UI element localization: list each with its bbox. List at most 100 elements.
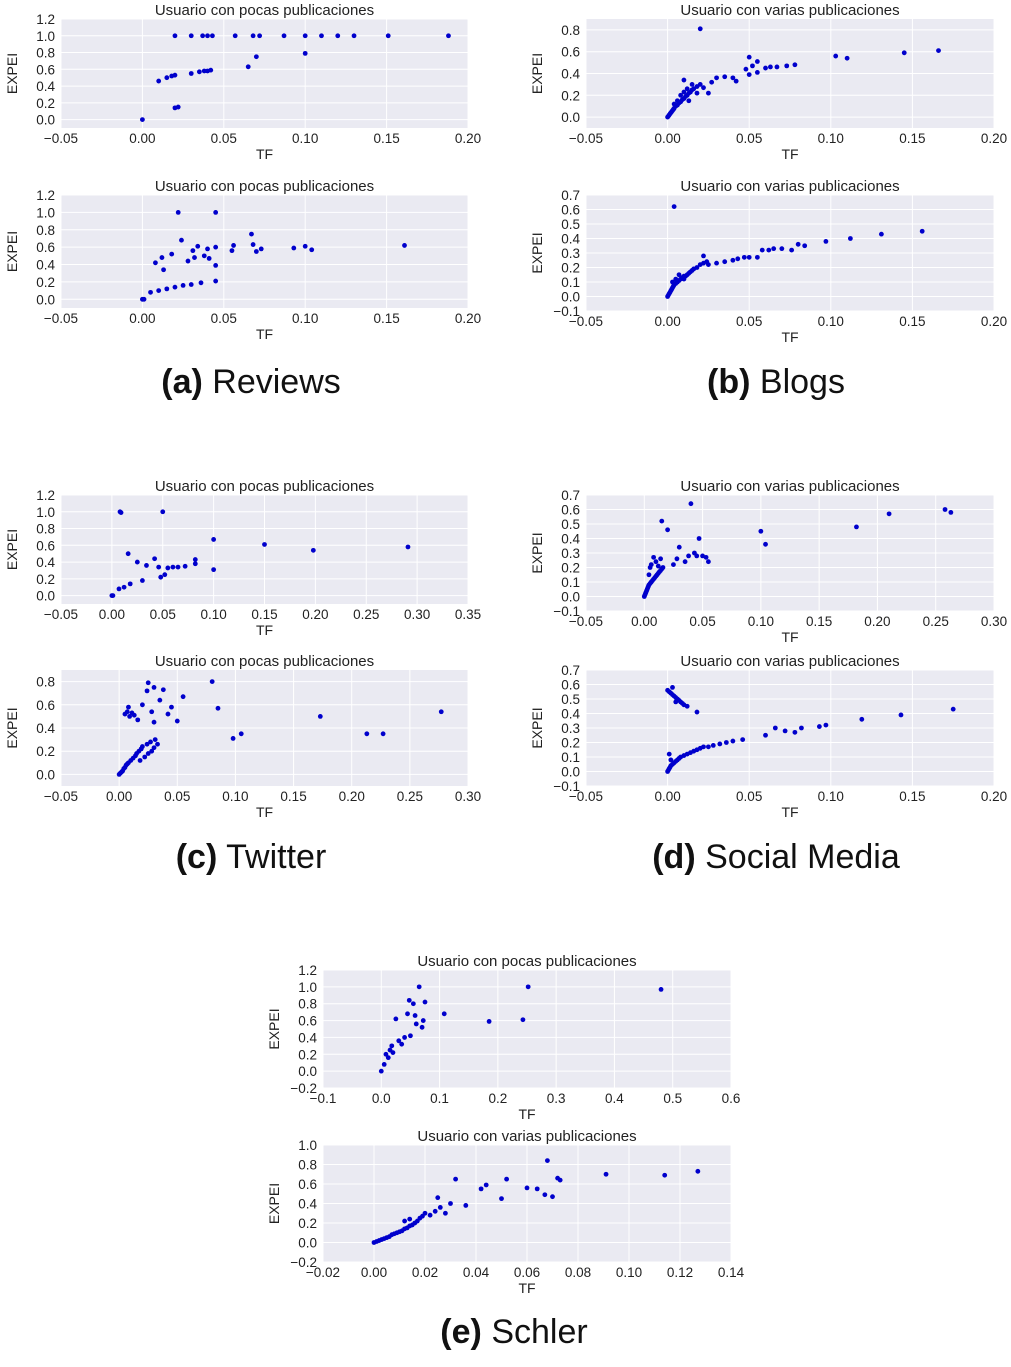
data-point	[463, 1203, 469, 1208]
y-tick-label: 0.2	[36, 96, 55, 111]
data-point	[694, 709, 700, 715]
x-tick-label: 0.00	[129, 131, 155, 146]
data-point	[658, 986, 664, 992]
y-tick-label: 0.8	[561, 23, 580, 38]
y-tick-label: 0.0	[561, 590, 580, 605]
x-tick-label: 0.15	[899, 314, 925, 329]
x-tick-label: 0.15	[373, 131, 399, 146]
data-point	[172, 33, 178, 39]
x-tick-label: 0.00	[631, 614, 657, 629]
data-point	[172, 72, 178, 78]
data-point	[735, 256, 741, 262]
data-point	[175, 209, 181, 215]
data-point	[124, 709, 130, 715]
data-point	[155, 741, 160, 747]
y-tick-label: 1.0	[298, 980, 317, 995]
x-tick-label: 0.05	[150, 607, 176, 622]
data-point	[854, 524, 859, 530]
panel-title: Usuario con varias publicaciones	[680, 653, 899, 670]
data-point	[351, 33, 357, 39]
data-point	[410, 1001, 416, 1007]
x-tick-label: 0.10	[200, 607, 226, 622]
x-tick-label: 0.20	[339, 789, 365, 804]
data-point	[453, 1176, 458, 1182]
data-point	[432, 1208, 438, 1214]
x-tick-label: 0.10	[616, 1265, 642, 1280]
data-point	[950, 706, 956, 712]
x-axis-label: TF	[781, 804, 798, 820]
data-point	[210, 33, 215, 39]
data-point	[195, 243, 201, 249]
data-point	[413, 1021, 419, 1027]
data-point	[182, 563, 188, 569]
data-point	[678, 92, 684, 98]
data-point	[684, 86, 690, 92]
data-point	[140, 578, 145, 583]
data-point	[772, 725, 778, 731]
data-point	[681, 276, 687, 282]
data-point	[253, 54, 259, 60]
y-tick-label: 0.8	[298, 997, 317, 1012]
data-point	[335, 33, 341, 39]
data-point	[145, 680, 151, 686]
y-tick-label: 0.7	[561, 488, 580, 503]
y-tick-label: 0.0	[298, 1064, 317, 1079]
data-point	[121, 584, 127, 590]
x-tick-label: −0.05	[44, 789, 78, 804]
data-point	[144, 563, 149, 568]
data-point	[662, 1172, 668, 1178]
x-tick-label: 0.20	[981, 131, 1007, 146]
data-point	[159, 255, 165, 260]
data-point	[198, 280, 204, 286]
y-tick-label: 0.2	[36, 275, 55, 290]
plot-area	[61, 195, 468, 308]
data-point	[499, 1196, 504, 1202]
data-point	[302, 33, 308, 39]
data-point	[534, 1186, 540, 1192]
data-point	[126, 704, 131, 710]
panel-title: Usuario con varias publicaciones	[680, 178, 899, 195]
data-point	[162, 572, 168, 578]
y-tick-label: 0.6	[298, 1014, 317, 1029]
x-tick-label: 0.20	[455, 131, 481, 146]
data-point	[148, 289, 153, 295]
data-point	[443, 1210, 448, 1216]
data-point	[706, 262, 711, 267]
data-point	[149, 709, 155, 715]
data-point	[179, 237, 184, 243]
data-point	[188, 282, 194, 287]
x-tick-label: 0.1	[430, 1091, 449, 1106]
y-tick-label: 1.2	[36, 188, 55, 203]
y-tick-label: 1.0	[36, 29, 55, 44]
data-point	[302, 50, 308, 56]
data-point	[206, 256, 212, 261]
data-point	[681, 89, 687, 95]
x-tick-label: 0.00	[106, 789, 132, 804]
y-tick-label: 0.1	[561, 575, 580, 590]
x-tick-label: 0.08	[565, 1265, 591, 1280]
data-point	[175, 104, 181, 110]
x-tick-label: 0.14	[718, 1265, 745, 1280]
data-point	[180, 694, 186, 700]
x-tick-label: −0.1	[310, 1091, 337, 1106]
y-tick-label: 0.1	[561, 275, 580, 290]
x-tick-label: 0.30	[981, 614, 1007, 629]
x-tick-label: 0.05	[211, 311, 237, 326]
data-point	[789, 247, 795, 253]
data-point	[730, 257, 736, 263]
x-tick-label: 0.05	[689, 614, 715, 629]
x-tick-label: 0.06	[514, 1265, 540, 1280]
y-tick-label: 0.6	[36, 240, 55, 255]
data-point	[172, 284, 178, 290]
data-point	[393, 1016, 399, 1022]
scatter-panel: −0.05 0.00 0.05 0.10 0.15 0.20 0.25 0.30 −0.10.0…	[529, 478, 1007, 645]
data-point	[833, 53, 839, 59]
data-point	[520, 1017, 526, 1023]
x-tick-label: 0.04	[463, 1265, 490, 1280]
data-point	[390, 1050, 396, 1055]
y-tick-label: 1.0	[36, 505, 55, 520]
data-point	[710, 743, 716, 748]
y-tick-label: 0.2	[36, 572, 55, 587]
panel-title: Usuario con pocas publicaciones	[155, 178, 374, 195]
panel-title: Usuario con pocas publicaciones	[155, 478, 374, 495]
